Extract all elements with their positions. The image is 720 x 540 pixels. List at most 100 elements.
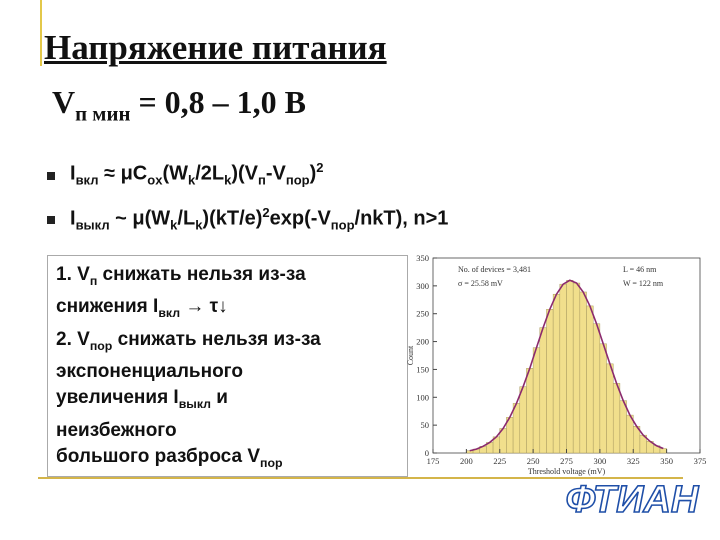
- text-run: экспоненциального: [56, 360, 243, 382]
- superscript: 2: [262, 205, 270, 220]
- text-run: увеличения I: [56, 387, 179, 409]
- subscript: пор: [285, 172, 310, 188]
- text-run: 2. V: [56, 328, 90, 350]
- fit-curve: [469, 279, 664, 452]
- subscript: вкл: [75, 172, 99, 188]
- subscript: п: [258, 172, 266, 188]
- text-box: 1. Vп снижать нельзя из-за снижения Iвкл …: [47, 255, 408, 477]
- bullet: Iвыкл ~ μ(Wk/Lk)(kT/e)2exp(-Vпор/nkT), n…: [70, 205, 448, 233]
- subscript: п: [89, 273, 98, 288]
- x-tick-label: 375: [694, 456, 707, 466]
- bar: [619, 400, 627, 454]
- x-tick-label: 225: [493, 456, 506, 466]
- annotation: σ = 25.58 mV: [458, 279, 503, 288]
- bullet-marker: [47, 216, 55, 224]
- bar: [519, 386, 527, 454]
- text-run: I: [70, 162, 76, 185]
- text-run: (W: [162, 162, 188, 185]
- subscript: выкл: [178, 397, 212, 412]
- bar: [559, 283, 567, 454]
- logo: ФТИАН: [566, 479, 700, 521]
- subtitle: Vп мин = 0,8 – 1,0 В: [52, 84, 306, 126]
- y-tick-label: 0: [425, 448, 429, 458]
- text-run: /L: [177, 207, 196, 230]
- x-tick-label: 325: [627, 456, 640, 466]
- accent-line: [40, 0, 42, 66]
- annotation: W = 122 nm: [623, 279, 664, 288]
- subscript: пор: [89, 338, 113, 353]
- text-run: exp(-V: [269, 207, 331, 230]
- bar: [599, 343, 607, 454]
- text-run: 1. V: [56, 264, 90, 285]
- bullet: Iвкл ≈ μCox(Wk/2Lk)(Vп-Vпор)2: [70, 160, 324, 188]
- subscript: ox: [147, 172, 163, 188]
- text-line: 1. Vп снижать нельзя из-за: [56, 262, 399, 294]
- text-run: снижать нельзя из-за: [112, 328, 321, 350]
- bar: [592, 323, 601, 454]
- annotation: L = 46 nm: [623, 265, 657, 274]
- text-line: экспоненциального: [56, 359, 399, 386]
- y-axis-label: Count: [406, 345, 415, 365]
- bar: [579, 291, 587, 454]
- text-run: /2L: [195, 162, 225, 185]
- text-line: снижения Iвкл → τ↓: [56, 294, 399, 326]
- bar: [572, 282, 581, 454]
- bar: [552, 293, 561, 454]
- x-tick-label: 350: [660, 456, 673, 466]
- text-run: и: [211, 387, 228, 409]
- text-line: неизбежного: [56, 418, 399, 445]
- text-line: увеличения Iвыкл и: [56, 385, 399, 417]
- text-run: снижения I: [56, 296, 159, 318]
- subscript: k: [170, 217, 178, 233]
- subscript: пор: [260, 455, 283, 470]
- x-tick-label: 275: [560, 456, 573, 466]
- divider: [38, 477, 683, 479]
- y-tick-label: 200: [416, 337, 429, 347]
- text-run: /nkT), n>1: [354, 207, 449, 230]
- text-run: ): [309, 162, 317, 185]
- bar: [539, 327, 547, 454]
- bar: [606, 363, 614, 454]
- text-run: неизбежного: [56, 419, 177, 441]
- text-run: V: [52, 84, 76, 120]
- text-run: снижать нельзя из-за: [97, 264, 306, 285]
- y-tick-label: 100: [416, 392, 429, 402]
- subscript: пор: [330, 217, 355, 233]
- annotation: No. of devices = 3,481: [458, 265, 531, 274]
- x-tick-label: 250: [527, 456, 540, 466]
- x-tick-label: 300: [594, 456, 607, 466]
- bar: [612, 383, 621, 454]
- x-tick-label: 200: [460, 456, 473, 466]
- x-tick-label: 175: [427, 456, 440, 466]
- bar: [566, 280, 574, 454]
- text-run: )(kT/e): [202, 207, 263, 230]
- bar: [466, 450, 474, 454]
- subscript: п мин: [75, 102, 131, 126]
- y-tick-label: 250: [416, 309, 429, 319]
- text-run: I: [70, 207, 76, 230]
- title: Напряжение питания: [44, 28, 387, 67]
- y-tick-label: 350: [416, 253, 429, 263]
- text-run: ~ μ(W: [109, 207, 171, 230]
- bar: [546, 309, 554, 454]
- text-line: большого разброса Vпор: [56, 444, 399, 476]
- bar: [586, 305, 594, 454]
- subscript: k: [224, 172, 232, 188]
- subscript: выкл: [75, 217, 110, 233]
- bar: [659, 448, 667, 454]
- bar: [526, 368, 534, 454]
- text-run: = 0,8 – 1,0 В: [130, 84, 307, 120]
- bar: [626, 414, 634, 454]
- text-line: 2. Vпор снижать нельзя из-за: [56, 327, 399, 359]
- y-tick-label: 300: [416, 281, 429, 291]
- y-tick-label: 150: [416, 364, 429, 374]
- text-run: -V: [265, 162, 286, 185]
- text-run: ≈ μC: [98, 162, 148, 185]
- bar: [512, 403, 521, 454]
- y-tick-label: 50: [421, 420, 430, 430]
- subscript: вкл: [158, 306, 181, 321]
- text-run: )(V: [231, 162, 259, 185]
- subscript: k: [187, 172, 196, 188]
